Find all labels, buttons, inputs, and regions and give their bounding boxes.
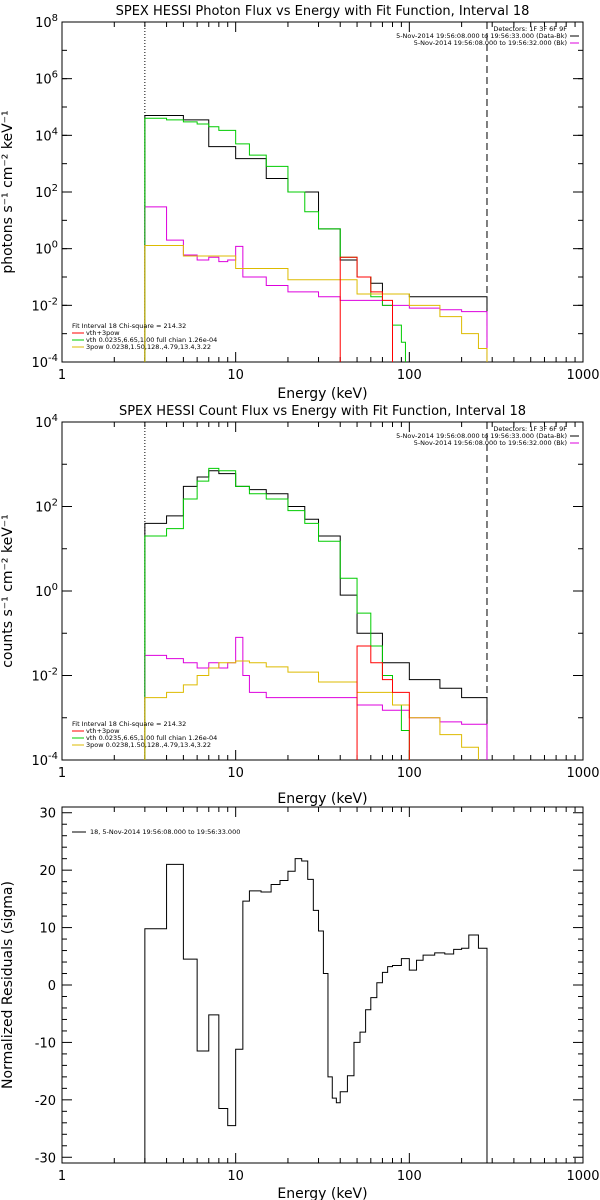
legend-bottom-entry: vth 0.0235,6.65,1.00 full chian 1.26e-04	[86, 336, 217, 344]
legend-bottom-entry: vth+3pow	[86, 727, 120, 735]
chart-title: SPEX HESSI Count Flux vs Energy with Fit…	[119, 404, 526, 419]
legend-top-entry: 5-Nov-2014 19:56:08.000 to 19:56:33.000 …	[396, 432, 567, 440]
y-tick-label: 10	[39, 922, 56, 937]
legend-top-header: Detectors: 1F 3F 6F 9F	[493, 425, 567, 433]
x-tick-label: 10	[227, 766, 244, 781]
legend-bottom-entry: vth 0.0235,6.65,1.00 full chian 1.26e-04	[86, 734, 217, 742]
x-tick-label: 1000	[566, 1169, 599, 1184]
series-black-line	[144, 858, 488, 1163]
legend-bottom-header: Fit Interval 18 Chi-square = 214.32	[72, 720, 186, 728]
series-red-line	[356, 645, 410, 760]
y-tick-label: 10-2	[31, 667, 58, 685]
plot-frame	[61, 21, 584, 363]
series-yellow-line	[144, 660, 479, 760]
count-flux-chart: SPEX HESSI Count Flux vs Energy with Fit…	[0, 404, 600, 807]
y-tick-label: 102	[35, 498, 58, 516]
legend-top-entry: 5-Nov-2014 19:56:08.000 to 19:56:33.000 …	[396, 32, 567, 40]
y-tick-label: 106	[35, 70, 58, 88]
y-axis-label: photons s⁻¹ cm⁻² keV⁻¹	[0, 110, 16, 273]
legend-entry: 18, 5-Nov-2014 19:56:08.000 to 19:56:33.…	[90, 828, 240, 836]
series-green-line	[144, 467, 410, 760]
y-tick-label: 0	[48, 979, 56, 994]
series-green-line	[144, 117, 406, 362]
photon-flux-chart: SPEX HESSI Photon Flux vs Energy with Fi…	[0, 4, 600, 402]
x-axis-label: Energy (keV)	[277, 1186, 367, 1200]
legend-top-header: Detectors: 1F 3F 6F 9F	[493, 25, 567, 33]
plot-frame	[61, 421, 584, 761]
y-tick-label: 10-4	[31, 751, 58, 769]
y-tick-label: 100	[35, 240, 58, 258]
x-axis-label: Energy (keV)	[277, 386, 367, 402]
legend-top-entry: 5-Nov-2014 19:56:08.000 to 19:56:32.000 …	[414, 439, 567, 447]
chart-title: SPEX HESSI Photon Flux vs Energy with Fi…	[116, 4, 530, 19]
x-tick-label: 100	[397, 766, 422, 781]
x-tick-label: 10	[227, 368, 244, 383]
y-tick-label: 104	[35, 413, 58, 431]
y-tick-label: 104	[35, 126, 58, 144]
y-tick-label: -30	[35, 1151, 56, 1166]
residuals-chart: Energy (keV) Normalized Residuals (sigma)…	[0, 806, 600, 1200]
y-tick-label: 10-2	[31, 296, 58, 314]
y-tick-label: 108	[35, 13, 58, 31]
y-tick-label: -20	[35, 1094, 56, 1109]
plot-frame	[61, 806, 584, 1164]
x-tick-label: 100	[397, 368, 422, 383]
x-tick-label: 10	[227, 1169, 244, 1184]
y-tick-label: 102	[35, 183, 58, 201]
legend-top-entry: 5-Nov-2014 19:56:08.000 to 19:56:32.000 …	[414, 39, 567, 47]
y-axis-label: counts s⁻¹ cm⁻² keV⁻¹	[0, 514, 16, 668]
x-tick-label: 1000	[566, 368, 599, 383]
x-tick-label: 1	[58, 766, 66, 781]
series-black-line	[144, 115, 488, 362]
legend-bottom-entry: vth+3pow	[86, 329, 120, 337]
y-axis-label: Normalized Residuals (sigma)	[0, 881, 16, 1089]
y-tick-label: 20	[39, 864, 56, 879]
series-black-line	[144, 470, 488, 760]
legend-bottom-entry: 3pow 0.0238,1.50,128.,4.79,13.4,3.22	[86, 741, 211, 749]
series-yellow-line	[144, 244, 488, 362]
y-tick-label: -10	[35, 1036, 56, 1051]
legend-bottom-entry: 3pow 0.0238,1.50,128.,4.79,13.4,3.22	[86, 343, 211, 351]
x-tick-label: 1	[58, 368, 66, 383]
series-red-line	[339, 256, 394, 362]
x-tick-label: 1000	[566, 766, 599, 781]
y-tick-label: 10-4	[31, 353, 58, 371]
y-tick-label: 30	[39, 807, 56, 822]
y-tick-label: 100	[35, 582, 58, 600]
x-tick-label: 100	[397, 1169, 422, 1184]
x-tick-label: 1	[58, 1169, 66, 1184]
legend-bottom-header: Fit Interval 18 Chi-square = 214.32	[72, 322, 186, 330]
x-axis-label: Energy (keV)	[277, 791, 367, 807]
